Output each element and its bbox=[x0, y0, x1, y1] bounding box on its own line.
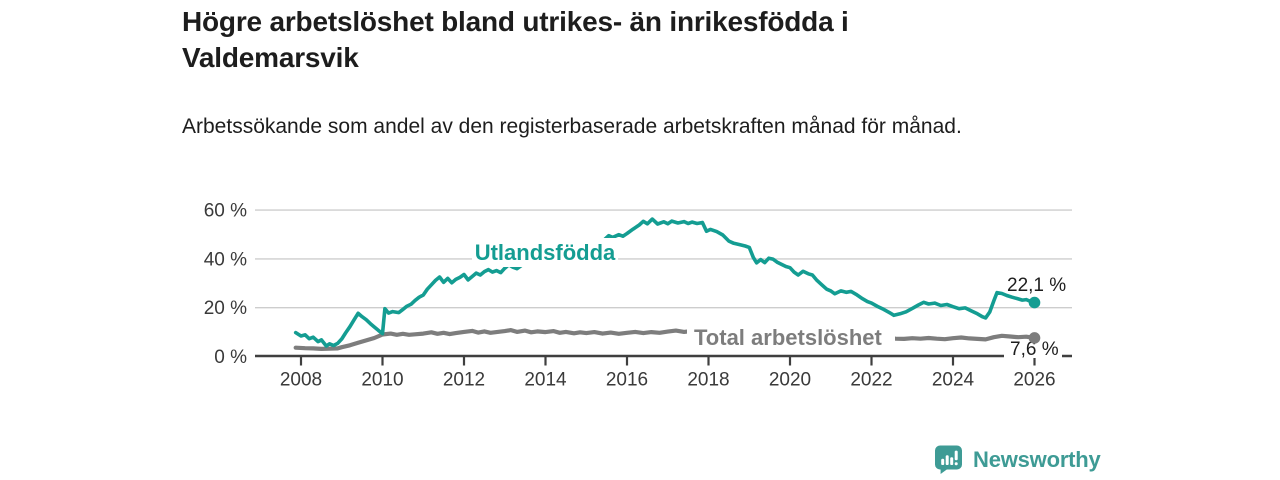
series-end-dots bbox=[1028, 296, 1041, 344]
series-lines bbox=[293, 217, 1037, 351]
x-tick-label: 2012 bbox=[443, 370, 485, 391]
y-tick-label: 60 % bbox=[204, 201, 247, 222]
x-tick-label: 2026 bbox=[1013, 370, 1055, 391]
x-tick-label: 2024 bbox=[932, 370, 975, 391]
x-tick-label: 2020 bbox=[769, 370, 811, 391]
x-tick-label: 2010 bbox=[361, 370, 403, 391]
chart-subtitle: Arbetssökande som andel av den registerb… bbox=[182, 115, 962, 138]
series-labels: Utlandsfödda 22,1 % Total arbetslöshet 7,6 … bbox=[472, 238, 1066, 360]
gridlines bbox=[255, 209, 1072, 309]
chart-title: Högre arbetslöshet bland utrikes- än inr… bbox=[182, 6, 849, 74]
y-axis-labels: 0 % 20 % 40 % 60 % bbox=[204, 201, 247, 368]
series-label-total-arbetsloshet: Total arbetslöshet bbox=[694, 325, 883, 350]
newsworthy-logo[interactable]: Newsworthy bbox=[933, 444, 1101, 475]
x-tick-label: 2008 bbox=[280, 370, 322, 391]
series-end-dot-utlandsfodda bbox=[1028, 296, 1041, 309]
newsworthy-wordmark: Newsworthy bbox=[973, 446, 1101, 472]
series-label-mask-utlandsfodda bbox=[472, 238, 618, 267]
x-tick-label: 2016 bbox=[606, 370, 648, 391]
series-end-dot-total-arbetsloshet bbox=[1028, 332, 1041, 344]
series-end-value-mask-total-arbetsloshet bbox=[1004, 341, 1062, 358]
x-tick-label: 2018 bbox=[687, 370, 729, 391]
x-tick-label: 2022 bbox=[850, 370, 892, 391]
series-line-utlandsfodda bbox=[293, 217, 1037, 348]
x-tick-label: 2014 bbox=[524, 370, 567, 391]
series-end-value-total-arbetsloshet: 7,6 % bbox=[1010, 339, 1059, 360]
newsworthy-bubble-chart-icon bbox=[935, 445, 962, 474]
series-end-value-utlandsfodda: 22,1 % bbox=[1007, 275, 1066, 296]
x-axis bbox=[255, 354, 1072, 366]
series-label-utlandsfodda: Utlandsfödda bbox=[475, 240, 616, 265]
series-label-mask-total-arbetsloshet bbox=[687, 325, 895, 350]
y-tick-label: 20 % bbox=[204, 298, 247, 319]
x-axis-labels: 2008 2010 2012 2014 2016 2018 2020 2022 2024 2026 bbox=[280, 370, 1056, 391]
y-tick-label: 40 % bbox=[204, 249, 247, 270]
series-line-total-arbetsloshet bbox=[293, 328, 1037, 351]
y-tick-label: 0 % bbox=[214, 347, 247, 368]
